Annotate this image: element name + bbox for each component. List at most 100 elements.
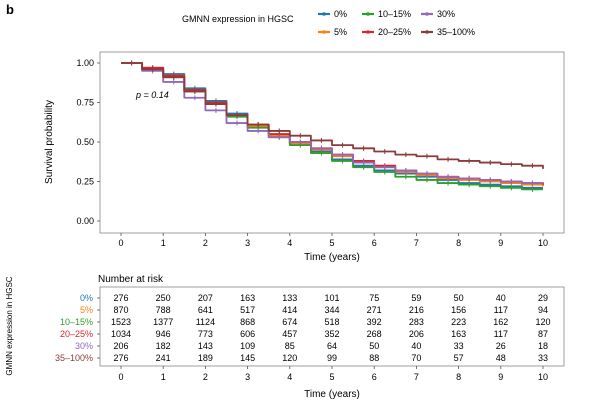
risk-cell: 773: [198, 329, 213, 339]
x-tick-label: 9: [498, 238, 503, 248]
risk-cell: 241: [156, 353, 171, 363]
risk-table: Number at risk 0% 276 250 207 163 133 101 75 59 5…: [5, 274, 565, 400]
risk-cell: 120: [535, 317, 550, 327]
risk-rows: 0% 276 250 207 163 133 101 75 59 50 40 29 5% 870 788 64…: [55, 293, 551, 363]
risk-cell: 117: [494, 329, 508, 339]
risk-cell: 75: [369, 293, 379, 303]
risk-cell: 143: [198, 341, 213, 351]
risk-cell: 40: [496, 293, 506, 303]
y-axis-label: Survival probability: [44, 100, 55, 184]
risk-cell: 414: [282, 305, 297, 315]
legend: GMNN expression in HGSC 0% 5% 10–15% 20–25%…: [182, 9, 475, 37]
risk-x-axis-label: Time (years): [304, 389, 360, 400]
risk-x-tick-label: 8: [456, 372, 461, 382]
risk-cell: 48: [496, 353, 506, 363]
risk-cell: 206: [409, 329, 424, 339]
risk-cell: 223: [451, 317, 466, 327]
risk-cell: 57: [454, 353, 464, 363]
risk-cell: 276: [113, 353, 128, 363]
y-tick-label: 0.00: [76, 216, 94, 226]
risk-cell: 206: [113, 341, 128, 351]
risk-cell: 162: [493, 317, 508, 327]
x-tick-label: 8: [456, 238, 461, 248]
risk-x-tick-label: 2: [203, 372, 208, 382]
risk-cell: 216: [409, 305, 424, 315]
risk-y-axis-label: GMNN expression in HGSC: [5, 276, 14, 375]
risk-cell: 59: [411, 293, 421, 303]
legend-label: 5%: [334, 27, 347, 37]
risk-table-title: Number at risk: [98, 274, 164, 285]
risk-cell: 392: [367, 317, 382, 327]
risk-x-tick-label: 0: [118, 372, 123, 382]
risk-cell: 33: [454, 341, 464, 351]
risk-cell: 33: [538, 353, 548, 363]
p-value-annotation: p = 0.14: [135, 90, 169, 100]
legend-label: 20–25%: [378, 27, 411, 37]
risk-cell: 518: [324, 317, 339, 327]
legend-label: 35–100%: [437, 27, 475, 37]
x-axis-label: Time (years): [304, 252, 360, 263]
risk-cell: 271: [367, 305, 382, 315]
y-tick-label: 0.50: [76, 137, 94, 147]
risk-cell: 64: [327, 341, 337, 351]
risk-cell: 101: [324, 293, 339, 303]
series-line: [121, 62, 544, 169]
x-tick-label: 6: [372, 238, 377, 248]
risk-cell: 40: [411, 341, 421, 351]
risk-cell: 1124: [196, 317, 215, 327]
series-group: [121, 60, 544, 192]
risk-cell: 26: [496, 341, 506, 351]
risk-cell: 70: [411, 353, 421, 363]
risk-cell: 207: [198, 293, 213, 303]
risk-cell: 1377: [153, 317, 173, 327]
risk-cell: 88: [369, 353, 379, 363]
x-tick-label: 0: [118, 238, 123, 248]
risk-cell: 99: [327, 353, 337, 363]
x-tick-label: 5: [329, 238, 334, 248]
y-axis: 0.00 0.25 0.50 0.75 1.00: [76, 58, 100, 226]
risk-row-label: 35–100%: [55, 353, 93, 363]
risk-x-tick-label: 3: [245, 372, 250, 382]
legend-title: GMNN expression in HGSC: [182, 14, 294, 24]
risk-cell: 868: [240, 317, 255, 327]
survival-plot: 0.00 0.25 0.50 0.75 1.00 0 1 2 3 4 5 6 7 8 9 10 p = 0.…: [44, 51, 565, 263]
risk-x-tick-label: 1: [161, 372, 166, 382]
risk-x-tick-label: 10: [538, 372, 548, 382]
y-tick-label: 0.25: [76, 177, 94, 187]
risk-x-tick-label: 6: [372, 372, 377, 382]
risk-cell: 283: [409, 317, 424, 327]
risk-cell: 18: [538, 341, 548, 351]
risk-cell: 1523: [111, 317, 131, 327]
risk-cell: 133: [282, 293, 297, 303]
risk-cell: 85: [285, 341, 295, 351]
legend-marker: [425, 30, 429, 34]
legend-marker: [322, 12, 326, 16]
risk-cell: 189: [198, 353, 213, 363]
x-tick-label: 4: [287, 238, 292, 248]
risk-cell: 117: [494, 305, 508, 315]
risk-cell: 156: [451, 305, 466, 315]
risk-cell: 120: [282, 353, 297, 363]
risk-cell: 788: [156, 305, 171, 315]
legend-marker: [322, 30, 326, 34]
risk-cell: 163: [240, 293, 255, 303]
risk-cell: 268: [367, 329, 382, 339]
risk-cell: 517: [240, 305, 255, 315]
risk-x-tick-label: 7: [414, 372, 419, 382]
risk-cell: 50: [369, 341, 379, 351]
risk-x-tick-label: 4: [287, 372, 292, 382]
risk-row-label: 5%: [80, 305, 93, 315]
risk-cell: 109: [240, 341, 255, 351]
x-tick-label: 7: [414, 238, 419, 248]
risk-cell: 87: [538, 329, 548, 339]
risk-cell: 1034: [111, 329, 131, 339]
risk-row-label: 0%: [80, 293, 93, 303]
legend-label: 30%: [437, 9, 455, 19]
risk-cell: 250: [156, 293, 171, 303]
y-tick-label: 1.00: [76, 58, 94, 68]
legend-marker: [366, 12, 370, 16]
risk-cell: 145: [240, 353, 255, 363]
risk-cell: 457: [282, 329, 297, 339]
risk-cell: 641: [198, 305, 213, 315]
